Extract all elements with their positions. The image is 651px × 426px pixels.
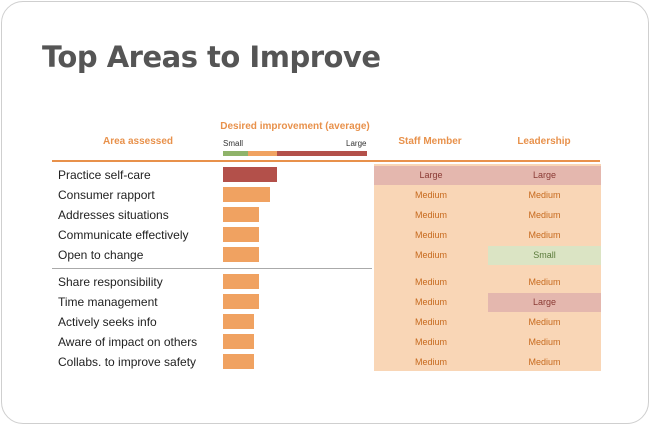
header-desired-improvement: Desired improvement (average) bbox=[220, 121, 370, 132]
leadership-cell: Small bbox=[488, 246, 601, 265]
leadership-cell: Medium bbox=[528, 230, 561, 240]
row-label: Addresses situations bbox=[58, 208, 169, 222]
bar-collabs-to-improve-safety bbox=[223, 354, 254, 369]
header-area-assessed: Area assessed bbox=[102, 136, 174, 147]
header-staff-member: Staff Member bbox=[398, 136, 462, 147]
bar-consumer-rapport bbox=[223, 187, 270, 202]
row-label: Collabs. to improve safety bbox=[58, 355, 197, 369]
staff-cell: Medium bbox=[414, 230, 447, 240]
staff-cell: Medium bbox=[414, 357, 447, 367]
row-label: Share responsibility bbox=[58, 275, 163, 289]
row-label: Actively seeks info bbox=[58, 315, 157, 329]
scale-label-large: Large bbox=[346, 139, 367, 148]
bar-open-to-change bbox=[223, 247, 259, 262]
leadership-cell: Medium bbox=[528, 210, 561, 220]
staff-cell: Medium bbox=[414, 297, 447, 307]
leadership-cell: Medium bbox=[528, 190, 561, 200]
bar-communicate-effectively bbox=[223, 227, 259, 242]
leadership-cell: Large bbox=[488, 166, 601, 185]
leadership-cell: Large bbox=[488, 293, 601, 312]
row-label: Open to change bbox=[58, 248, 144, 262]
staff-cell: Medium bbox=[414, 337, 447, 347]
bar-share-responsibility bbox=[223, 274, 259, 289]
staff-cell: Medium bbox=[414, 250, 447, 260]
row-label: Communicate effectively bbox=[58, 228, 189, 242]
bar-addresses-situations bbox=[223, 207, 259, 222]
leadership-column-bg bbox=[488, 164, 601, 371]
scale-label-small: Small bbox=[223, 139, 244, 148]
leadership-cell: Medium bbox=[528, 317, 561, 327]
row-label: Consumer rapport bbox=[58, 188, 155, 202]
row-label: Aware of impact on others bbox=[58, 335, 198, 349]
leadership-cell: Medium bbox=[528, 357, 561, 367]
staff-cell: Medium bbox=[414, 317, 447, 327]
group-separator bbox=[52, 268, 372, 269]
staff-column-bg bbox=[374, 164, 488, 371]
staff-cell: Medium bbox=[414, 190, 447, 200]
staff-cell: Medium bbox=[414, 277, 447, 287]
staff-cell: Medium bbox=[414, 210, 447, 220]
bar-practice-self-care bbox=[223, 167, 277, 182]
page-title: Top Areas to Improve bbox=[42, 40, 381, 74]
row-label: Time management bbox=[58, 295, 158, 309]
bar-aware-of-impact-on-others bbox=[223, 334, 254, 349]
row-label: Practice self-care bbox=[58, 168, 151, 182]
leadership-cell: Medium bbox=[528, 277, 561, 287]
header-divider bbox=[52, 160, 600, 162]
scale-band-small bbox=[223, 151, 248, 156]
bar-actively-seeks-info bbox=[223, 314, 254, 329]
leadership-cell: Medium bbox=[528, 337, 561, 347]
staff-cell: Large bbox=[374, 166, 488, 185]
header-leadership: Leadership bbox=[517, 136, 571, 147]
scale-band-large bbox=[277, 151, 367, 156]
bar-time-management bbox=[223, 294, 259, 309]
scale-band-medium bbox=[248, 151, 277, 156]
